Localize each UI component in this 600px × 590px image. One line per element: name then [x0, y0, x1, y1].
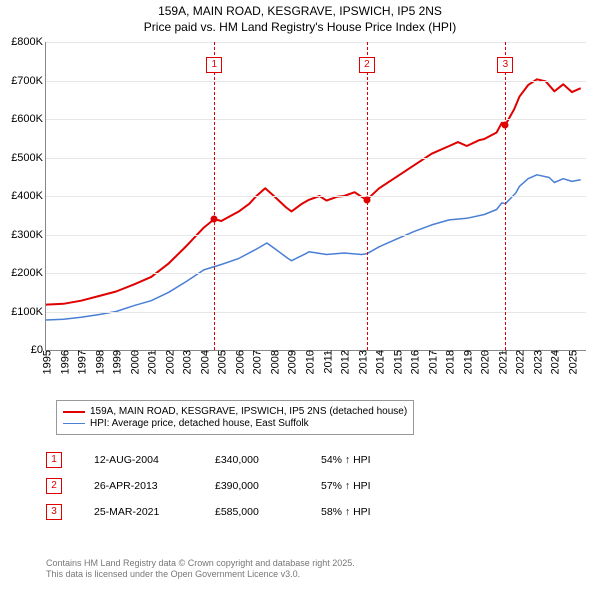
x-tick-label: 2018: [442, 350, 457, 374]
x-tick-label: 1996: [56, 350, 71, 374]
x-tick-label: 1998: [91, 350, 106, 374]
marker-number-box: 3: [497, 57, 513, 73]
y-tick-label: £300K: [11, 229, 46, 241]
legend-row: HPI: Average price, detached house, East…: [63, 418, 407, 429]
plot-area: £0£100K£200K£300K£400K£500K£600K£700K£80…: [45, 42, 586, 351]
x-tick-label: 2010: [301, 350, 316, 374]
x-tick-label: 2005: [214, 350, 229, 374]
x-tick-label: 1995: [39, 350, 54, 374]
legend-row: 159A, MAIN ROAD, KESGRAVE, IPSWICH, IP5 …: [63, 406, 407, 417]
marker-dot: [211, 216, 218, 223]
x-tick-label: 2007: [249, 350, 264, 374]
marker-dot: [363, 196, 370, 203]
x-tick-label: 2024: [547, 350, 562, 374]
transactions-table: 1 12-AUG-2004 £340,000 54% ↑ HPI 2 26-APR-201…: [46, 448, 371, 530]
x-tick-label: 2000: [126, 350, 141, 374]
y-tick-label: £100K: [11, 306, 46, 318]
title-line-1: 159A, MAIN ROAD, KESGRAVE, IPSWICH, IP5 …: [0, 4, 600, 20]
x-tick-label: 2013: [354, 350, 369, 374]
x-tick-label: 2019: [459, 350, 474, 374]
x-tick-label: 2025: [564, 350, 579, 374]
x-tick-label: 2016: [407, 350, 422, 374]
marker-dot: [502, 121, 509, 128]
x-tick-label: 2001: [144, 350, 159, 374]
marker-number-box: 2: [359, 57, 375, 73]
table-row: 3 25-MAR-2021 £585,000 58% ↑ HPI: [46, 504, 371, 520]
chart-title: 159A, MAIN ROAD, KESGRAVE, IPSWICH, IP5 …: [0, 0, 600, 35]
attribution-line-2: This data is licensed under the Open Gov…: [46, 569, 355, 580]
marker-line: [505, 42, 506, 350]
title-line-2: Price paid vs. HM Land Registry's House …: [0, 20, 600, 36]
row-price: £585,000: [215, 506, 295, 518]
y-tick-label: £700K: [11, 75, 46, 87]
y-tick-label: £200K: [11, 267, 46, 279]
attribution-line-1: Contains HM Land Registry data © Crown c…: [46, 558, 355, 569]
x-tick-label: 2009: [284, 350, 299, 374]
legend-label: 159A, MAIN ROAD, KESGRAVE, IPSWICH, IP5 …: [90, 406, 407, 417]
x-tick-label: 2015: [389, 350, 404, 374]
row-number-box: 2: [46, 478, 62, 494]
attribution: Contains HM Land Registry data © Crown c…: [46, 558, 355, 581]
x-tick-label: 2021: [494, 350, 509, 374]
row-price: £340,000: [215, 454, 295, 466]
marker-number-box: 1: [206, 57, 222, 73]
row-pct: 58% ↑ HPI: [321, 506, 371, 518]
y-tick-label: £800K: [11, 36, 46, 48]
row-price: £390,000: [215, 480, 295, 492]
row-pct: 57% ↑ HPI: [321, 480, 371, 492]
y-tick-label: £600K: [11, 113, 46, 125]
y-tick-label: £400K: [11, 190, 46, 202]
y-tick-label: £500K: [11, 152, 46, 164]
legend-swatch: [63, 411, 85, 413]
x-tick-label: 2011: [319, 350, 334, 374]
chart-container: 159A, MAIN ROAD, KESGRAVE, IPSWICH, IP5 …: [0, 0, 600, 590]
x-tick-label: 1999: [109, 350, 124, 374]
marker-line: [214, 42, 215, 350]
legend: 159A, MAIN ROAD, KESGRAVE, IPSWICH, IP5 …: [56, 400, 414, 435]
x-tick-label: 2008: [266, 350, 281, 374]
row-date: 26-APR-2013: [94, 480, 189, 492]
series-line: [46, 79, 581, 304]
x-tick-label: 2006: [231, 350, 246, 374]
row-date: 12-AUG-2004: [94, 454, 189, 466]
x-tick-label: 2014: [372, 350, 387, 374]
x-tick-label: 2022: [512, 350, 527, 374]
x-tick-label: 2004: [196, 350, 211, 374]
row-number-box: 3: [46, 504, 62, 520]
table-row: 1 12-AUG-2004 £340,000 54% ↑ HPI: [46, 452, 371, 468]
row-date: 25-MAR-2021: [94, 506, 189, 518]
x-tick-label: 2023: [529, 350, 544, 374]
x-tick-label: 2017: [424, 350, 439, 374]
x-tick-label: 2003: [179, 350, 194, 374]
row-pct: 54% ↑ HPI: [321, 454, 371, 466]
x-tick-label: 1997: [74, 350, 89, 374]
x-tick-label: 2020: [477, 350, 492, 374]
legend-label: HPI: Average price, detached house, East…: [90, 418, 309, 429]
x-tick-label: 2002: [161, 350, 176, 374]
row-number-box: 1: [46, 452, 62, 468]
table-row: 2 26-APR-2013 £390,000 57% ↑ HPI: [46, 478, 371, 494]
legend-swatch: [63, 423, 85, 424]
x-tick-label: 2012: [337, 350, 352, 374]
